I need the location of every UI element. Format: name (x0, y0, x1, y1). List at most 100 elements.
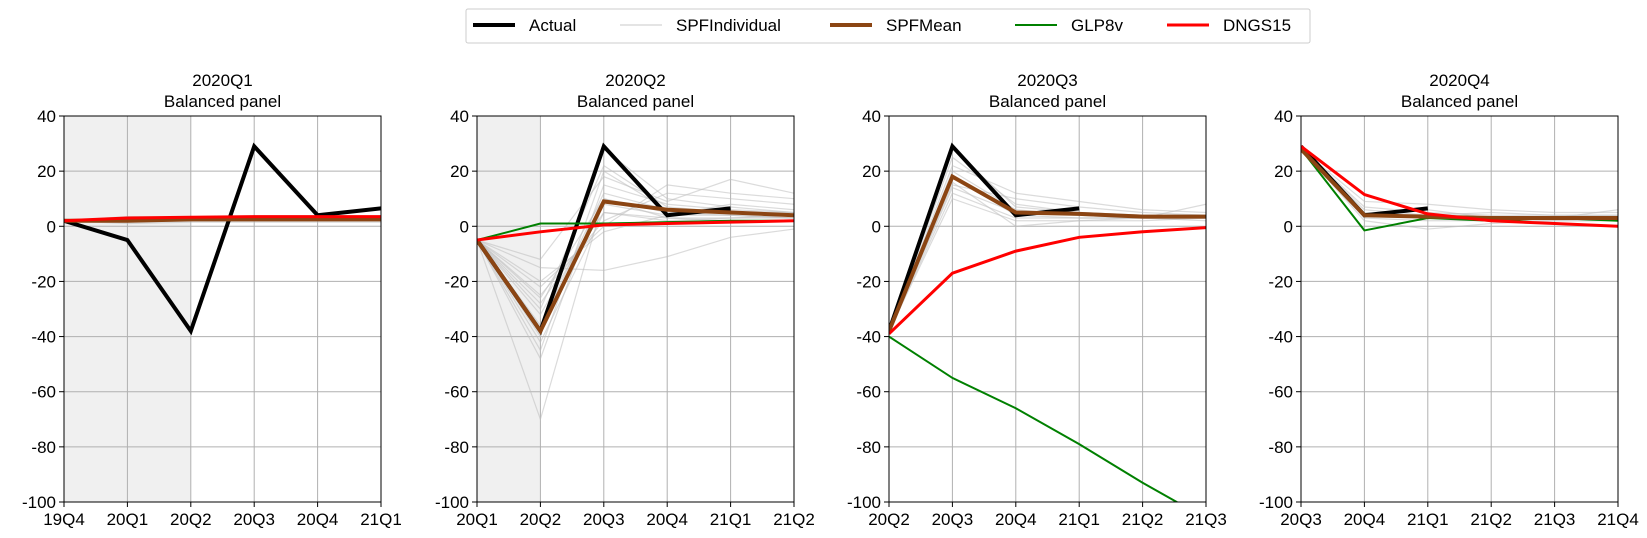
y-tick-label: -40 (1268, 328, 1293, 347)
panel-title: 2020Q2 (605, 71, 666, 90)
x-tick-label: 20Q4 (646, 510, 688, 529)
panel-title: 2020Q1 (192, 71, 253, 90)
plot-area (889, 142, 1206, 502)
y-tick-label: -80 (31, 438, 56, 457)
x-tick-label: 20Q2 (868, 510, 910, 529)
axes-frame (476, 115, 795, 503)
x-tick-label: 20Q2 (170, 510, 212, 529)
series-line-spfindividual (889, 184, 1206, 332)
series-line-spfindividual (1301, 148, 1618, 214)
y-tick-label: 20 (1274, 162, 1293, 181)
x-tick-label: 20Q4 (995, 510, 1037, 529)
axes-frame (888, 115, 1207, 503)
y-tick-label: 20 (37, 162, 56, 181)
legend-item-glp8v: GLP8v (1015, 16, 1123, 35)
series-line-dngs15 (1301, 145, 1618, 228)
series-line-spfindividual (477, 228, 794, 272)
y-tick-label: 20 (450, 162, 469, 181)
series-line-spfmean (889, 173, 1206, 332)
x-tick-label: 20Q1 (107, 510, 149, 529)
y-tick-label: -60 (856, 383, 881, 402)
series-line-spfindividual (477, 211, 794, 344)
plot-area (477, 142, 794, 422)
panel-title: 2020Q4 (1429, 71, 1490, 90)
x-tick-label: 21Q1 (710, 510, 752, 529)
legend-frame (465, 8, 1311, 44)
plot-area (1301, 144, 1618, 232)
x-tick-label: 20Q3 (233, 510, 275, 529)
shaded-region (477, 116, 541, 502)
y-tick-label: -100 (1259, 493, 1293, 512)
series-line-dngs15 (889, 226, 1206, 335)
y-tick-label: -100 (22, 493, 56, 512)
y-tick-label: -60 (444, 383, 469, 402)
y-tick-label: -20 (31, 272, 56, 291)
x-tick-label: 21Q1 (1058, 510, 1100, 529)
y-tick-label: 0 (1284, 217, 1293, 236)
x-tick-label: 21Q2 (1122, 510, 1164, 529)
legend-label: DNGS15 (1223, 16, 1291, 35)
y-tick-label: 40 (450, 107, 469, 126)
series-line-spfindividual (889, 148, 1206, 332)
series-line-spfindividual (64, 220, 381, 225)
x-tick-label: 21Q4 (1597, 510, 1639, 529)
y-tick-label: -80 (856, 438, 881, 457)
series-line-spfindividual (889, 197, 1206, 332)
legend-item-spfmean: SPFMean (830, 16, 962, 35)
x-tick-label: 20Q3 (932, 510, 974, 529)
y-tick-label: 40 (862, 107, 881, 126)
y-tick-label: 40 (37, 107, 56, 126)
series-line-spfindividual (889, 181, 1206, 332)
series-line-actual (889, 142, 1080, 332)
x-tick-label: 20Q3 (583, 510, 625, 529)
y-tick-label: -60 (1268, 383, 1293, 402)
panel-subtitle: Balanced panel (1401, 92, 1518, 111)
axes-frame (1300, 115, 1619, 503)
panel-subtitle: Balanced panel (577, 92, 694, 111)
x-tick-label: 20Q1 (456, 510, 498, 529)
plot-area (64, 142, 381, 336)
x-tick-label: 21Q2 (773, 510, 815, 529)
axes-frame (63, 115, 382, 503)
series-line-spfindividual (477, 184, 794, 361)
series-line-spfindividual (1301, 148, 1618, 230)
y-tick-label: -40 (444, 328, 469, 347)
x-tick-label: 21Q3 (1534, 510, 1576, 529)
series-line-dngs15 (64, 215, 381, 223)
series-line-dngs15 (477, 219, 794, 242)
x-tick-label: 20Q2 (520, 510, 562, 529)
x-tick-label: 19Q4 (43, 510, 85, 529)
y-tick-label: -40 (856, 328, 881, 347)
y-tick-label: -80 (444, 438, 469, 457)
series-line-glp8v (889, 335, 1179, 502)
series-line-spfmean (64, 217, 381, 223)
legend-label: SPFIndividual (676, 16, 781, 35)
legend-item-actual: Actual (473, 16, 576, 35)
x-tick-label: 21Q3 (1185, 510, 1227, 529)
y-tick-label: 40 (1274, 107, 1293, 126)
x-tick-label: 21Q1 (1407, 510, 1449, 529)
x-tick-label: 20Q4 (1344, 510, 1386, 529)
legend-label: SPFMean (886, 16, 962, 35)
legend: Actual SPFIndividual SPFMean GLP8v DNGS15 (465, 8, 1311, 44)
y-tick-label: -80 (1268, 438, 1293, 457)
x-tick-label: 20Q4 (297, 510, 339, 529)
y-tick-label: -100 (435, 493, 469, 512)
panel-title: 2020Q3 (1017, 71, 1078, 90)
series-line-spfindividual (477, 148, 794, 338)
y-tick-label: -40 (31, 328, 56, 347)
series-line-spfindividual (889, 164, 1206, 332)
y-tick-label: -20 (1268, 272, 1293, 291)
y-tick-label: -20 (444, 272, 469, 291)
y-tick-label: 0 (872, 217, 881, 236)
series-line-spfindividual (477, 203, 794, 316)
x-tick-label: 21Q1 (360, 510, 402, 529)
y-tick-label: 20 (862, 162, 881, 181)
y-tick-label: -20 (856, 272, 881, 291)
panel-subtitle: Balanced panel (164, 92, 281, 111)
